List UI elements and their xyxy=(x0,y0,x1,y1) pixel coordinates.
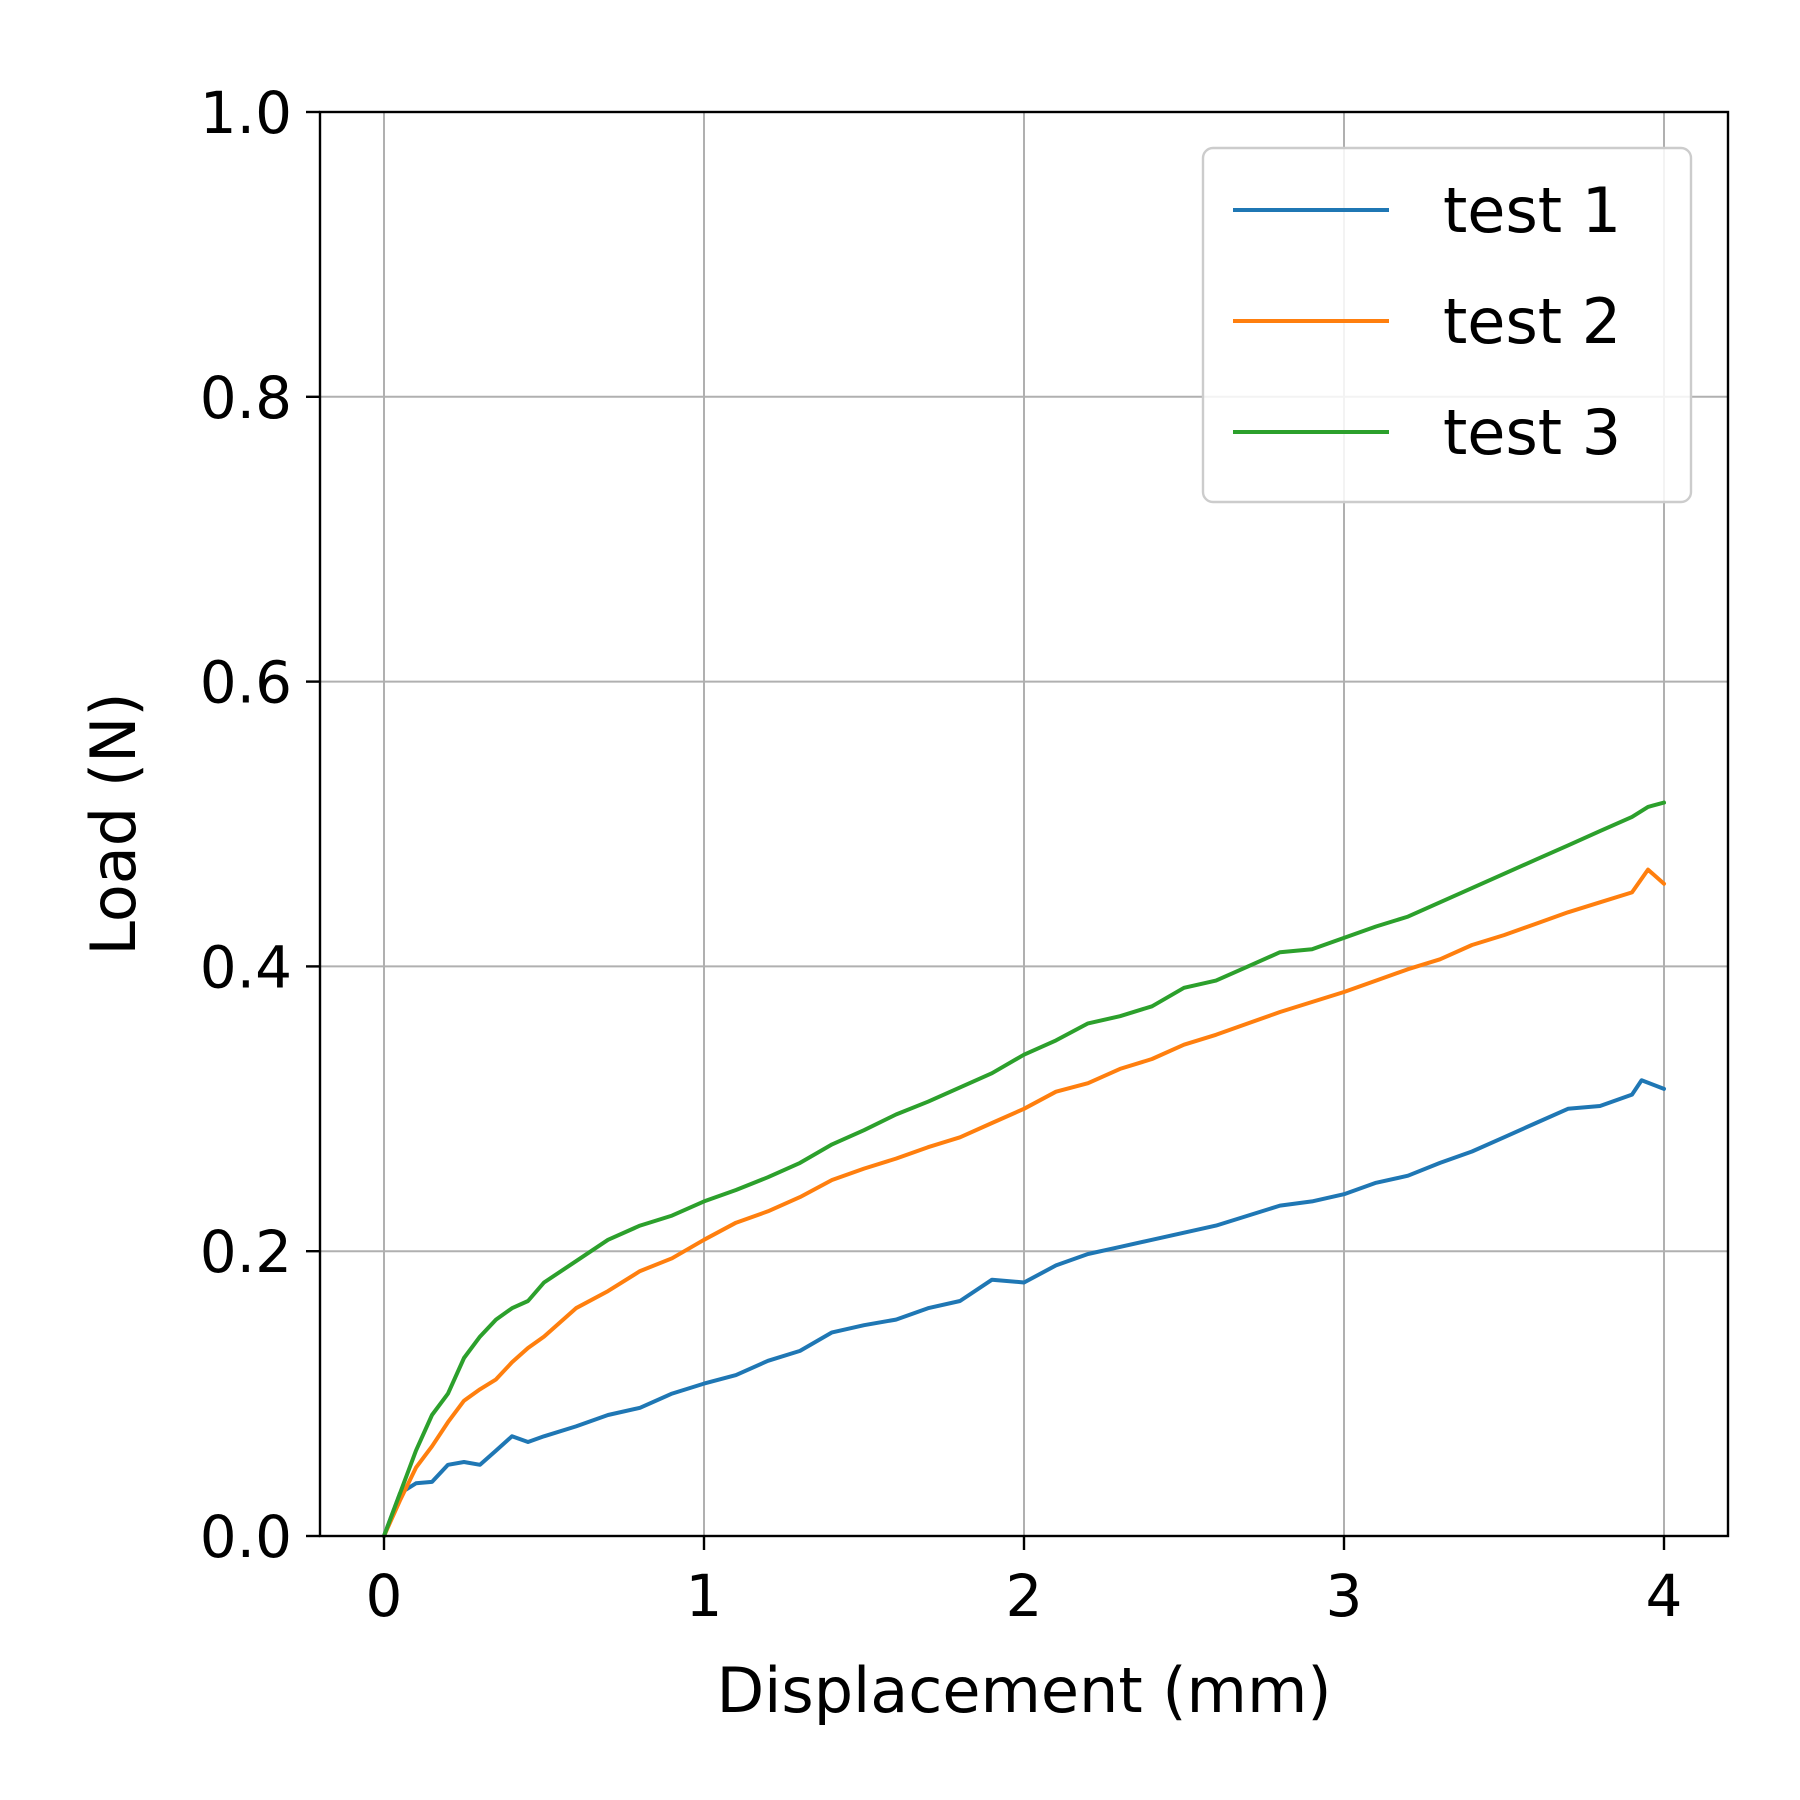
legend-label: test 3 xyxy=(1443,396,1621,469)
y-tick-label: 0.6 xyxy=(200,649,292,717)
y-tick-label: 1.0 xyxy=(200,79,292,147)
y-tick-label: 0.0 xyxy=(200,1503,292,1571)
series-line-test-1 xyxy=(382,1078,1666,1538)
x-tick-label: 4 xyxy=(1646,1562,1683,1630)
x-tick-label: 2 xyxy=(1006,1562,1043,1630)
x-tick-label: 0 xyxy=(366,1562,403,1630)
x-tick-label: 3 xyxy=(1326,1562,1363,1630)
legend: test 1 test 2 test 3 xyxy=(1201,146,1693,504)
y-tick-label: 0.2 xyxy=(200,1218,292,1286)
y-tick-label: 0.4 xyxy=(200,933,292,1001)
x-tick-label: 1 xyxy=(686,1562,723,1630)
y-tick-label: 0.8 xyxy=(200,364,292,432)
legend-box xyxy=(1201,146,1693,504)
series-line-test-2 xyxy=(382,867,1666,1538)
series-lines xyxy=(382,800,1666,1538)
legend-label: test 1 xyxy=(1443,174,1621,247)
x-axis-label: Displacement (mm) xyxy=(716,1654,1331,1727)
y-axis-label: Load (N) xyxy=(77,692,150,955)
legend-label: test 2 xyxy=(1443,285,1621,358)
series-line-test-3 xyxy=(382,800,1666,1538)
axis-ticks: 0 1 2 3 4 0.0 0.2 0.4 0.6 0.8 1.0 xyxy=(200,79,1683,1630)
